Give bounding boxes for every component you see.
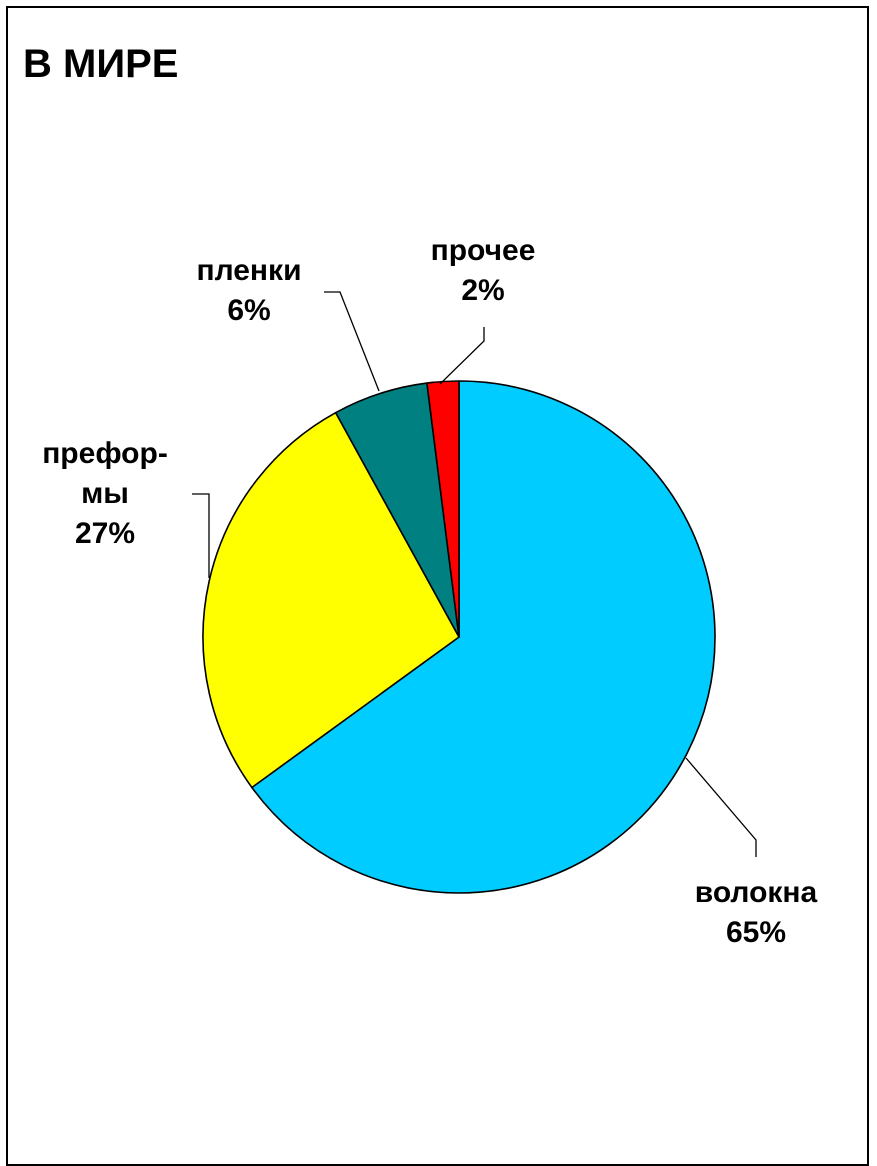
slice-percent-label: 2% [461, 274, 504, 307]
slice-category-label: пленки [196, 254, 301, 287]
leader-line-4 [439, 327, 485, 385]
slice-category-label: прочее [431, 234, 536, 267]
slice-category-label: префор- [42, 437, 168, 470]
pie-slice-2 [202, 411, 460, 789]
slice-category-label: волокна [695, 876, 818, 909]
leader-line-3 [324, 291, 380, 392]
leader-line-2 [192, 493, 210, 578]
pie-slice-1 [251, 380, 716, 894]
slice-percent-label: 65% [726, 916, 786, 949]
slice-category-label: мы [81, 477, 129, 510]
slice-percent-label: 27% [75, 517, 135, 550]
chart-title: В МИРЕ [23, 42, 179, 86]
slice-label-3: пленки 6% [196, 254, 301, 327]
slice-label-4: прочее 2% [431, 234, 536, 307]
slice-label-2: префор-мы 27% [42, 437, 168, 550]
leader-line-1 [685, 757, 757, 857]
slice-label-1: волокна 65% [695, 876, 818, 949]
slice-percent-label: 6% [227, 294, 270, 327]
